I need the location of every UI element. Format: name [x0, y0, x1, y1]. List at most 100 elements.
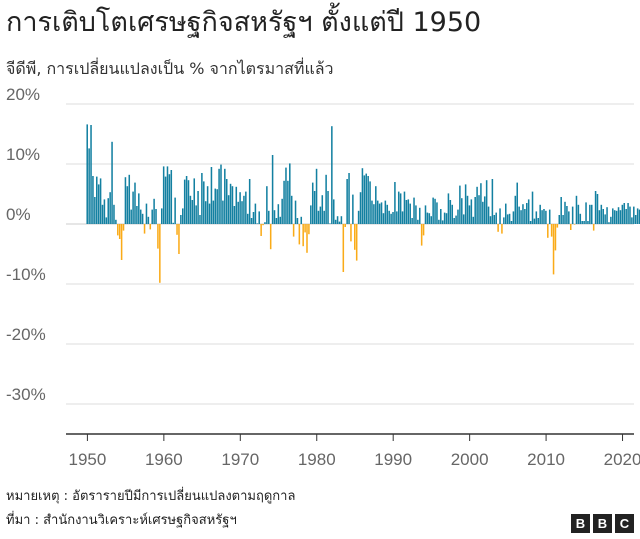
bar — [606, 207, 608, 224]
bar — [375, 186, 377, 224]
bar — [505, 203, 507, 224]
bar — [141, 213, 144, 224]
bar — [294, 200, 297, 224]
bar — [229, 183, 232, 224]
bar — [206, 186, 209, 224]
bar — [317, 210, 320, 224]
bar — [541, 210, 543, 224]
y-tick-label: -10% — [6, 265, 46, 284]
logo-letter-c: C — [615, 514, 634, 533]
bar — [610, 216, 612, 224]
bar — [369, 181, 371, 224]
bar — [172, 222, 174, 224]
bar — [550, 224, 553, 237]
bar — [453, 218, 455, 224]
bar — [331, 126, 333, 224]
bar — [581, 221, 583, 224]
bar — [539, 204, 541, 224]
source-line: ที่มา : สำนักงานวิเคราะห์เศรษฐกิจสหรัฐฯ — [6, 513, 237, 528]
bar — [537, 218, 540, 224]
bar — [527, 199, 530, 224]
bar — [283, 180, 285, 224]
y-tick-label: 10% — [6, 145, 40, 164]
bar — [346, 179, 348, 224]
bar — [461, 198, 463, 224]
bar — [499, 208, 501, 224]
bar — [592, 224, 595, 231]
bar — [336, 216, 339, 224]
bar — [426, 212, 429, 224]
bar — [468, 205, 471, 224]
bar — [321, 195, 324, 224]
x-axis: 1950 1960 1970 1980 1990 2000 2010 2020 — [66, 433, 640, 469]
bar — [376, 200, 379, 224]
y-axis-tick-labels: 20% 10% 0% -10% -20% -30% — [6, 85, 46, 404]
bar — [506, 214, 509, 224]
bar — [225, 179, 228, 224]
bar — [344, 224, 346, 227]
bar — [388, 210, 390, 224]
bar — [166, 166, 169, 224]
bar — [371, 200, 373, 224]
bar — [447, 193, 450, 224]
bar — [524, 209, 526, 224]
bar — [459, 185, 461, 224]
bar — [90, 125, 92, 224]
bar — [311, 182, 314, 224]
bar — [176, 224, 178, 235]
bar — [118, 224, 121, 239]
bar — [361, 168, 364, 224]
bar — [470, 199, 473, 224]
bar — [508, 213, 511, 224]
bar — [589, 204, 591, 224]
bar — [552, 224, 555, 275]
bar — [424, 205, 427, 224]
bar — [487, 206, 490, 224]
bar — [510, 221, 513, 224]
bar — [636, 208, 639, 224]
bar — [438, 219, 440, 224]
bar — [560, 197, 562, 224]
bar — [290, 195, 293, 224]
bar — [359, 192, 362, 224]
bar — [187, 180, 190, 224]
bar — [466, 195, 469, 224]
bar — [204, 201, 207, 224]
bar — [237, 201, 239, 224]
bar — [124, 177, 127, 224]
bar — [332, 199, 335, 224]
bar — [451, 204, 454, 224]
bar — [621, 204, 624, 224]
bar — [143, 224, 146, 234]
bar — [300, 216, 303, 224]
bar — [594, 191, 597, 224]
bar — [625, 209, 627, 224]
bar — [271, 155, 274, 224]
bar — [149, 224, 152, 230]
bar — [350, 224, 352, 242]
bar — [613, 210, 616, 224]
bar — [417, 219, 419, 224]
bar — [139, 209, 142, 224]
bar — [401, 211, 404, 224]
bar — [514, 195, 517, 224]
bar — [633, 206, 635, 224]
bar — [313, 191, 316, 224]
bar — [193, 178, 196, 224]
bar — [189, 195, 192, 224]
bar — [373, 204, 375, 224]
bar — [409, 203, 411, 224]
bar — [472, 216, 475, 224]
bar — [275, 218, 278, 224]
bar — [113, 204, 115, 224]
bar — [224, 168, 226, 224]
bar — [520, 210, 522, 224]
bar — [573, 224, 576, 225]
x-tick-label: 1970 — [221, 450, 259, 469]
bar — [497, 224, 499, 232]
x-tick-label: 1950 — [68, 450, 106, 469]
bar — [227, 195, 230, 224]
bar — [420, 224, 423, 246]
bar — [547, 224, 549, 238]
